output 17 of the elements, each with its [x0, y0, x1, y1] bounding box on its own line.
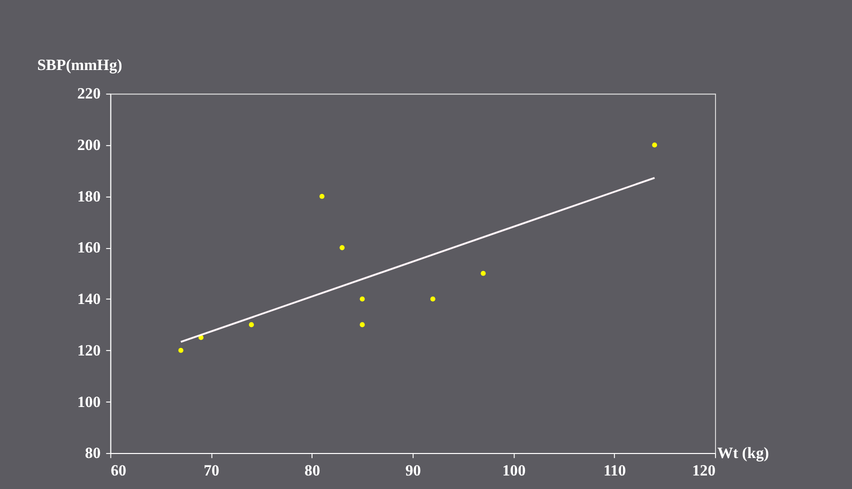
x-tick-label: 100	[502, 462, 526, 480]
x-tick-label: 90	[405, 462, 422, 480]
x-tick-label: 120	[692, 462, 716, 480]
y-tick-label: 180	[77, 188, 101, 206]
y-tick-label: 80	[85, 445, 101, 462]
x-tick-label: 60	[110, 462, 127, 480]
y-tick-label: 200	[77, 137, 101, 154]
y-tick-label: 120	[77, 342, 101, 360]
x-axis-title: Wt (kg)	[717, 445, 769, 462]
x-tick-label: 110	[603, 462, 626, 480]
x-tick-label: 70	[204, 462, 220, 480]
y-axis-title: SBP(mmHg)	[37, 57, 122, 74]
y-tick-label: 140	[77, 291, 101, 308]
y-tick-label: 220	[77, 86, 101, 103]
y-tick-label: 100	[77, 394, 101, 411]
y-tick-label: 160	[77, 240, 101, 257]
x-tick-label: 80	[304, 462, 320, 480]
